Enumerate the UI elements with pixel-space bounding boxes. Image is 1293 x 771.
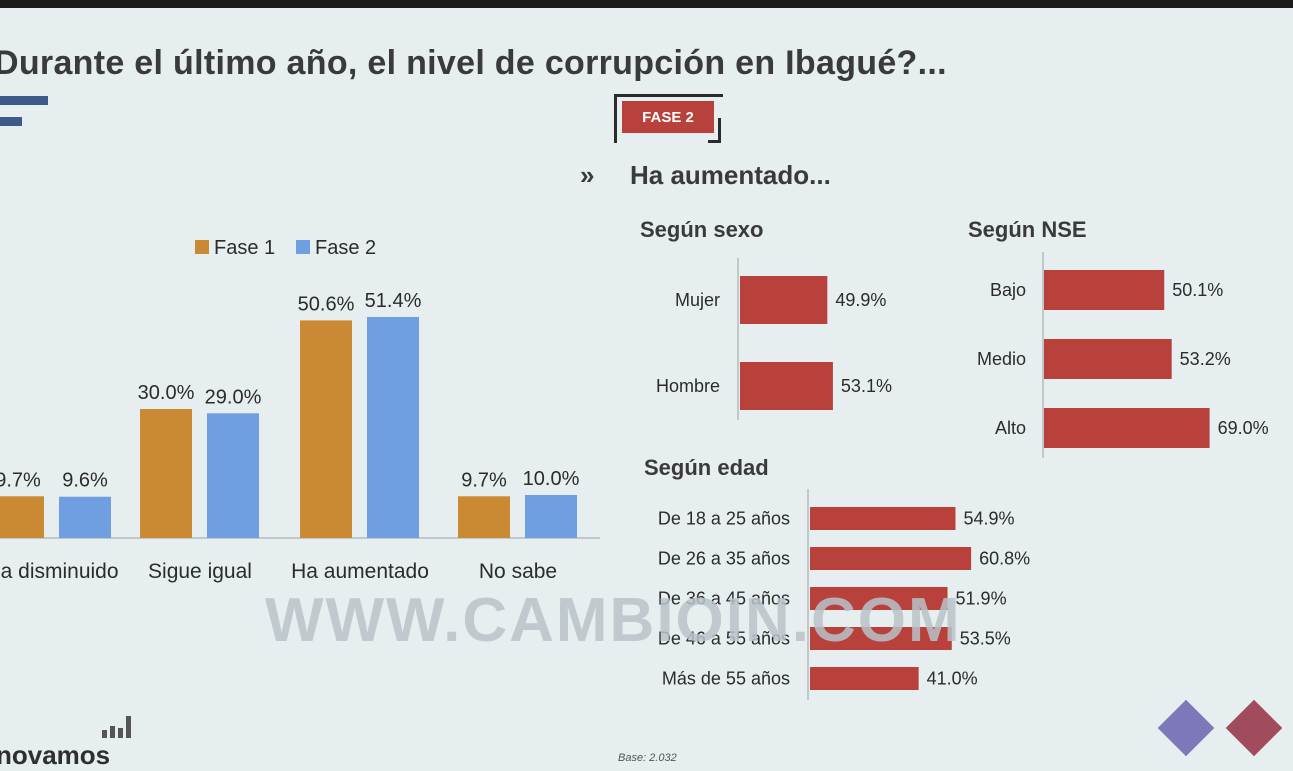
bar-value-label: 30.0% xyxy=(138,382,195,404)
nse-bar xyxy=(1044,408,1210,448)
nse-bar xyxy=(1044,270,1165,310)
nse-category-label: Bajo xyxy=(990,280,1026,300)
bar-value-label: 9.6% xyxy=(62,470,108,492)
bar-fase1-0 xyxy=(0,496,44,538)
edad-value-label: 60.8% xyxy=(979,549,1030,569)
legend-label-fase1: Fase 1 xyxy=(214,237,275,259)
edad-value-label: 51.9% xyxy=(956,589,1007,609)
base-note: Base: 2.032 xyxy=(618,752,677,764)
edad-category-label: De 18 a 25 años xyxy=(658,509,790,529)
bars-logo-icon xyxy=(102,716,131,738)
nse-category-label: Medio xyxy=(977,349,1026,369)
category-label: Ha disminuido xyxy=(0,560,119,583)
nse-bar xyxy=(1044,339,1172,379)
badge-frame-corner xyxy=(708,118,721,143)
bar-value-label: 51.4% xyxy=(365,290,422,312)
bar-value-label: 29.0% xyxy=(205,386,262,408)
edad-bar xyxy=(810,587,948,610)
sexo-heading: Según sexo xyxy=(640,217,764,242)
sexo-value-label: 53.1% xyxy=(841,376,892,396)
edad-value-label: 41.0% xyxy=(927,669,978,689)
bar-value-label: 9.7% xyxy=(0,469,41,491)
legend-label-fase2: Fase 2 xyxy=(315,237,376,259)
edad-value-label: 54.9% xyxy=(963,509,1014,529)
edad-bar xyxy=(810,547,972,570)
bar-fase1-1 xyxy=(140,409,192,538)
edad-heading: Según edad xyxy=(644,455,769,480)
edad-category-label: De 46 a 55 años xyxy=(658,629,790,649)
bar-fase1-3 xyxy=(458,496,510,538)
legend-swatch-fase1 xyxy=(195,240,209,254)
edad-category-label: De 36 a 45 años xyxy=(658,589,790,609)
sexo-category-label: Mujer xyxy=(675,290,720,310)
edad-category-label: De 26 a 35 años xyxy=(658,549,790,569)
edad-bar xyxy=(810,507,956,530)
bar-fase2-1 xyxy=(207,413,259,538)
title-accent-bar xyxy=(0,96,48,105)
title-accent-bar-short xyxy=(0,117,22,126)
bar-fase2-3 xyxy=(525,495,577,538)
page-title: Durante el último año, el nivel de corru… xyxy=(0,44,947,82)
sexo-value-label: 49.9% xyxy=(835,290,886,310)
sexo-bar xyxy=(740,362,833,410)
edad-bar xyxy=(810,667,919,690)
sexo-bar xyxy=(740,276,828,324)
double-chevron-icon: » xyxy=(580,160,595,190)
category-label: No sabe xyxy=(479,560,557,583)
phase-badge: FASE 2 xyxy=(622,101,714,133)
bar-fase2-2 xyxy=(367,316,419,538)
nse-value-label: 50.1% xyxy=(1172,280,1223,300)
badge-frame xyxy=(614,94,723,143)
watermark: WWW.CAMBIOIN.COM xyxy=(265,586,962,655)
nse-value-label: 69.0% xyxy=(1218,418,1269,438)
edad-bar xyxy=(810,627,952,650)
bar-fase1-2 xyxy=(300,320,352,538)
bar-value-label: 9.7% xyxy=(461,469,507,491)
edad-category-label: Más de 55 años xyxy=(662,669,790,689)
nse-category-label: Alto xyxy=(995,418,1026,438)
section-subheading: Ha aumentado... xyxy=(630,160,831,190)
edad-value-label: 53.5% xyxy=(960,629,1011,649)
top-border xyxy=(0,0,1293,8)
sexo-category-label: Hombre xyxy=(656,376,720,396)
bar-value-label: 10.0% xyxy=(523,468,580,490)
brand-logo: novamos xyxy=(0,740,111,770)
bar-value-label: 50.6% xyxy=(298,293,355,315)
bar-fase2-0 xyxy=(59,496,111,538)
category-label: Ha aumentado xyxy=(291,560,429,583)
nse-value-label: 53.2% xyxy=(1180,349,1231,369)
legend-swatch-fase2 xyxy=(296,240,310,254)
nse-heading: Según NSE xyxy=(968,217,1087,242)
category-label: Sigue igual xyxy=(148,560,252,583)
